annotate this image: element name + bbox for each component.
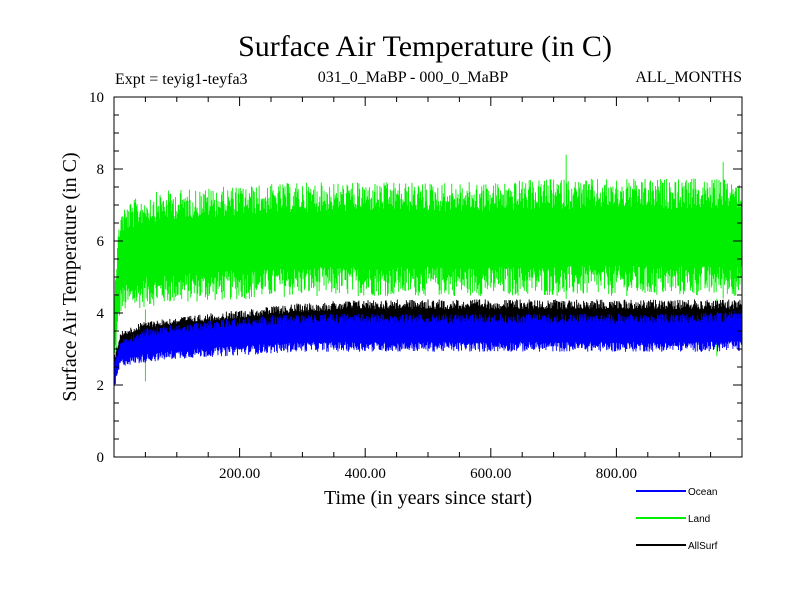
series-layer (113, 154, 743, 386)
y-tick-label: 0 (97, 450, 105, 466)
y-axis-label: Surface Air Temperature (in C) (59, 152, 81, 401)
legend: Ocean Land AllSurf (636, 487, 718, 552)
y-tick-label: 10 (89, 90, 104, 106)
legend-label-ocean: Ocean (688, 487, 717, 498)
chart-subtitle-left: Expt = teyig1-teyfa3 (115, 71, 248, 88)
chart-title: Surface Air Temperature (in C) (238, 30, 612, 63)
legend-label-allsurf: AllSurf (688, 541, 718, 552)
y-tick-label: 8 (97, 162, 105, 178)
series-ocean-line (113, 310, 743, 386)
y-tick-label: 2 (97, 378, 105, 394)
y-axis-ticks: 0 2 4 6 8 10 (89, 90, 742, 466)
legend-label-land: Land (688, 514, 710, 525)
x-tick-label: 400.00 (345, 466, 386, 482)
y-tick-label: 4 (97, 306, 105, 322)
chart-subtitle-center: 031_0_MaBP - 000_0_MaBP (318, 69, 509, 86)
x-tick-label: 800.00 (596, 466, 637, 482)
chart-subtitle-right: ALL_MONTHS (635, 69, 742, 86)
x-tick-label: 200.00 (219, 466, 260, 482)
y-tick-label: 6 (97, 234, 105, 250)
x-axis-ticks: 200.00 400.00 600.00 800.00 (144, 97, 712, 482)
x-axis-label: Time (in years since start) (324, 487, 532, 509)
x-tick-label: 600.00 (470, 466, 511, 482)
